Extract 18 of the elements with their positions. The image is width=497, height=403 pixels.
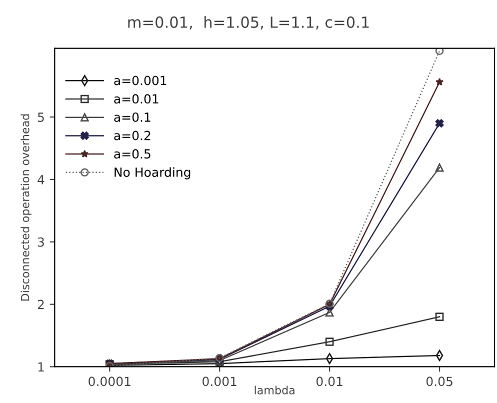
x-tick-label: 0.0001 xyxy=(88,376,130,386)
y-tick-label: 2 xyxy=(38,300,44,310)
x-tick-label: 0.05 xyxy=(426,376,452,386)
x-axis-title: lambda xyxy=(254,386,294,394)
legend-label: No Hoarding xyxy=(114,167,190,180)
y-tick-label: 3 xyxy=(38,237,44,247)
legend-label: a=0.01 xyxy=(114,94,158,104)
legend-label: a=0.5 xyxy=(114,149,150,159)
y-axis-title: Disconnected operation overhead xyxy=(20,114,32,301)
legend-label: a=0.001 xyxy=(114,76,166,86)
y-tick-label: 5 xyxy=(38,112,44,122)
chart-title: m=0.01, h=1.05, L=1.1, c=0.1 xyxy=(128,16,369,30)
legend-label: a=0.2 xyxy=(114,130,150,140)
y-tick-label: 4 xyxy=(38,175,44,184)
x-tick-label: 0.001 xyxy=(202,376,236,386)
y-tick-label: 1 xyxy=(38,362,44,372)
x-tick-label: 0.01 xyxy=(316,376,342,386)
legend-label: a=0.1 xyxy=(114,112,150,122)
